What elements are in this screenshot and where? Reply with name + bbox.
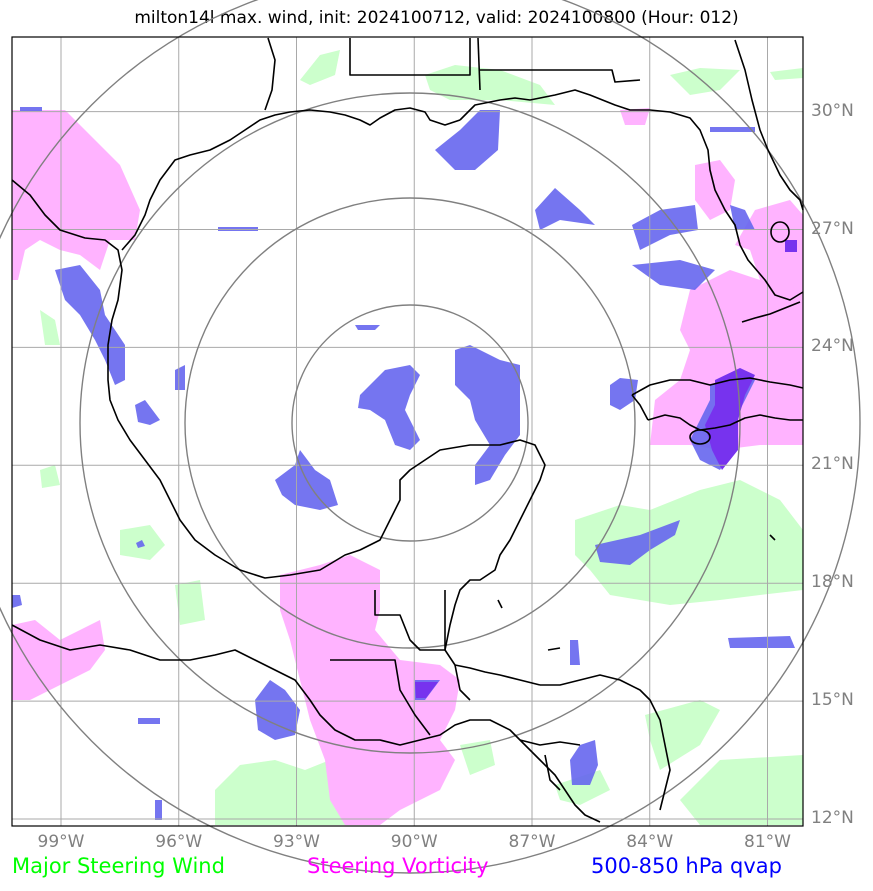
range-rings [0, 0, 861, 874]
longitude-label: 90°W [390, 832, 438, 852]
longitude-label: 84°W [626, 832, 674, 852]
wind-layer [40, 50, 803, 825]
longitude-label: 96°W [155, 832, 203, 852]
legend-qvap: 500-850 hPa qvap [591, 854, 782, 878]
gridlines [12, 37, 803, 826]
range-ring-2 [184, 197, 636, 649]
latitude-label: 24°N [811, 336, 854, 357]
latitude-label: 21°N [811, 454, 854, 475]
range-ring-1 [291, 304, 529, 542]
range-ring-3 [79, 92, 741, 754]
latitude-label: 15°N [811, 690, 854, 711]
overlap-layer [415, 240, 797, 698]
map-title: milton14l max. wind, init: 2024100712, v… [134, 8, 739, 28]
map-frame [11, 36, 804, 827]
coastlines [11, 37, 804, 823]
legend-steering-vorticity: Steering Vorticity [307, 854, 489, 878]
qvap-layer [12, 107, 795, 820]
range-ring-4 [0, 0, 861, 874]
latitude-label: 27°N [811, 218, 854, 239]
longitude-label: 93°W [273, 832, 320, 852]
longitude-label: 87°W [508, 832, 556, 852]
latitude-label: 18°N [811, 572, 854, 593]
longitude-label: 81°W [744, 832, 791, 852]
latitude-label: 12°N [811, 808, 854, 828]
legend-major-steering-wind: Major Steering Wind [12, 854, 225, 878]
latitude-label: 30°N [811, 100, 854, 121]
longitude-label: 99°W [37, 832, 85, 852]
